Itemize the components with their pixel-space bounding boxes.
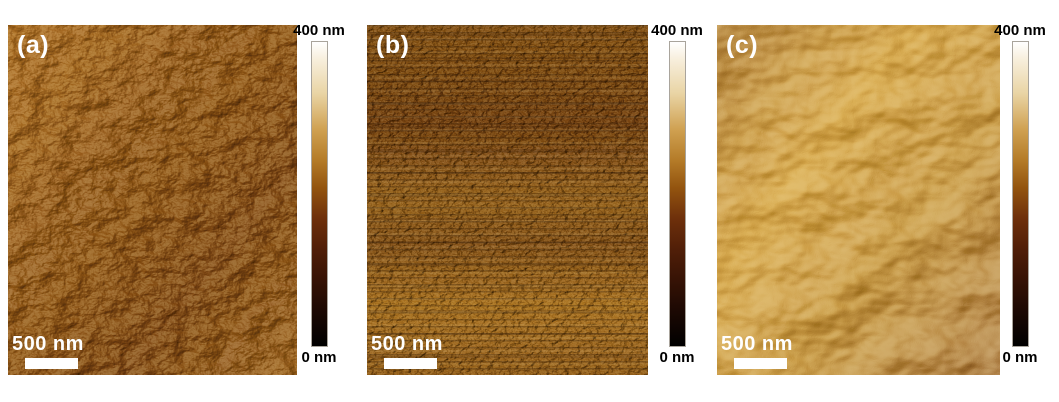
colorbar-gradient (310, 41, 328, 347)
scale-bar-group-b: 500 nm (371, 334, 443, 369)
colorbar-group-c: 400 nm 0 nm (988, 23, 1052, 366)
colorbar-max-label-b: 400 nm (651, 22, 703, 39)
scale-bar-b (384, 358, 437, 369)
scale-bar-a (25, 358, 78, 369)
afm-texture-a (8, 25, 297, 375)
panel-label-b: (b) (376, 31, 410, 59)
scale-bar-group-a: 500 nm (12, 334, 84, 369)
afm-image-panel-c: (c) 500 nm (717, 25, 1000, 375)
scale-bar-group-c: 500 nm (721, 334, 793, 369)
colorbar-min-label-b: 0 nm (659, 349, 695, 366)
scale-bar-c (734, 358, 787, 369)
scale-bar-label-b: 500 nm (371, 333, 443, 355)
panel-label-a: (a) (17, 31, 50, 59)
colorbar-group-a: 400 nm 0 nm (287, 23, 351, 366)
scale-bar-label-a: 500 nm (12, 333, 84, 355)
scale-bar-label-c: 500 nm (721, 333, 793, 355)
afm-image-panel-a: (a) 500 nm (8, 25, 297, 375)
colorbar-max-label-a: 400 nm (293, 22, 345, 39)
colorbar-group-b: 400 nm 0 nm (645, 23, 709, 366)
colorbar-gradient (668, 41, 686, 347)
panel-label-c: (c) (726, 31, 759, 59)
afm-texture-c (717, 25, 1000, 375)
colorbar-max-label-c: 400 nm (994, 22, 1046, 39)
colorbar-min-label-c: 0 nm (1002, 349, 1038, 366)
afm-texture-b (367, 25, 648, 375)
colorbar-gradient (1011, 41, 1029, 347)
colorbar-min-label-a: 0 nm (301, 349, 337, 366)
afm-image-panel-b: (b) 500 nm (367, 25, 648, 375)
